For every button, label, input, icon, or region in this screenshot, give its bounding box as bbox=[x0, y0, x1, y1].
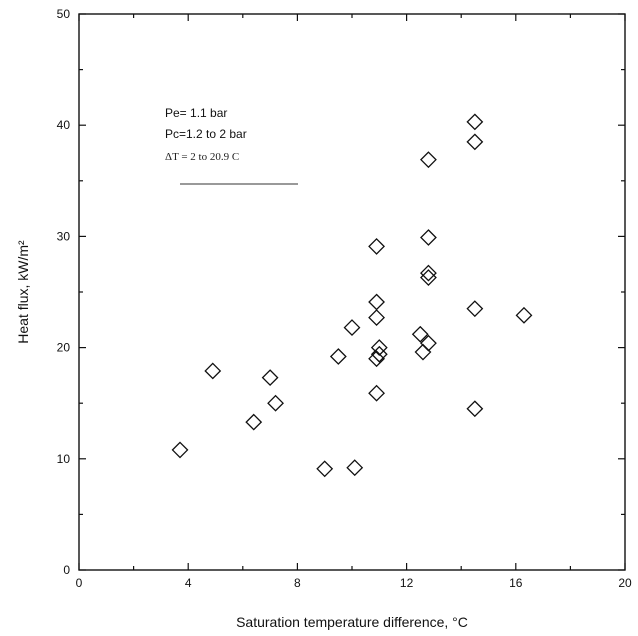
data-point bbox=[343, 319, 361, 337]
data-point bbox=[329, 348, 347, 365]
x-tick-label: 0 bbox=[76, 576, 83, 590]
y-tick-label: 30 bbox=[57, 229, 71, 243]
data-point bbox=[515, 306, 533, 324]
data-point bbox=[368, 309, 385, 326]
data-point bbox=[420, 269, 437, 286]
data-point bbox=[466, 133, 484, 151]
x-tick-label: 12 bbox=[400, 576, 414, 590]
data-point bbox=[466, 300, 484, 318]
annotation-line-2: Pc=1.2 to 2 bar bbox=[165, 127, 247, 141]
data-point bbox=[368, 384, 385, 402]
x-tick-label: 8 bbox=[294, 576, 301, 590]
data-point bbox=[261, 369, 279, 387]
x-tick-label: 16 bbox=[509, 576, 523, 590]
data-point bbox=[420, 229, 437, 246]
x-tick-label: 20 bbox=[618, 576, 632, 590]
data-point bbox=[466, 400, 484, 418]
data-points bbox=[171, 113, 533, 478]
data-point bbox=[245, 413, 263, 431]
data-point bbox=[370, 339, 388, 357]
annotation-line-3: ΔT = 2 to 20.9 C bbox=[165, 151, 239, 163]
data-point bbox=[368, 293, 385, 311]
y-tick-label: 50 bbox=[57, 7, 71, 21]
data-point bbox=[267, 394, 284, 412]
data-point bbox=[204, 362, 222, 380]
y-axis-title: Heat flux, kW/m² bbox=[15, 240, 31, 344]
x-tick-labels: 0 4 8 12 16 20 bbox=[76, 576, 632, 590]
data-point bbox=[171, 441, 189, 459]
y-tick-labels: 0 10 20 30 40 50 bbox=[57, 7, 71, 577]
data-point bbox=[346, 459, 364, 477]
data-point bbox=[411, 325, 429, 343]
data-point bbox=[316, 460, 334, 478]
y-tick-label: 10 bbox=[57, 452, 71, 466]
annotation-line-1: Pe= 1.1 bar bbox=[165, 106, 227, 120]
data-point bbox=[466, 113, 484, 131]
data-point bbox=[420, 264, 437, 282]
data-point bbox=[414, 343, 432, 361]
data-point bbox=[368, 350, 385, 368]
data-point bbox=[370, 345, 388, 363]
x-tick-label: 4 bbox=[185, 576, 192, 590]
data-point bbox=[420, 334, 437, 352]
data-point bbox=[420, 151, 437, 169]
x-axis-title: Saturation temperature difference, °C bbox=[236, 614, 468, 630]
plot-frame bbox=[78, 13, 626, 571]
axis-ticks bbox=[78, 13, 626, 571]
y-tick-label: 40 bbox=[57, 118, 71, 132]
data-point bbox=[368, 237, 385, 255]
legend-annotation: Pe= 1.1 bar Pc=1.2 to 2 bar ΔT = 2 to 20… bbox=[165, 106, 298, 185]
y-tick-label: 0 bbox=[63, 563, 70, 577]
y-tick-label: 20 bbox=[57, 341, 71, 355]
